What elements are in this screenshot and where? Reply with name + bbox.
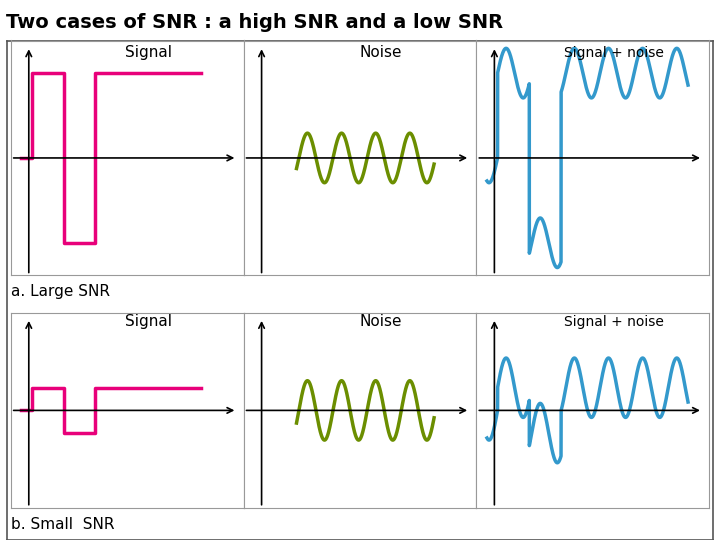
Text: Signal + noise: Signal + noise	[564, 46, 664, 60]
Text: Noise: Noise	[360, 314, 402, 329]
Text: Signal: Signal	[125, 314, 172, 329]
Text: Two cases of SNR : a high SNR and a low SNR: Two cases of SNR : a high SNR and a low …	[6, 13, 503, 32]
Text: Signal: Signal	[125, 45, 172, 60]
Text: Noise: Noise	[360, 45, 402, 60]
Text: Signal + noise: Signal + noise	[564, 315, 664, 329]
Text: b. Small  SNR: b. Small SNR	[11, 517, 114, 532]
Text: a. Large SNR: a. Large SNR	[11, 284, 109, 299]
